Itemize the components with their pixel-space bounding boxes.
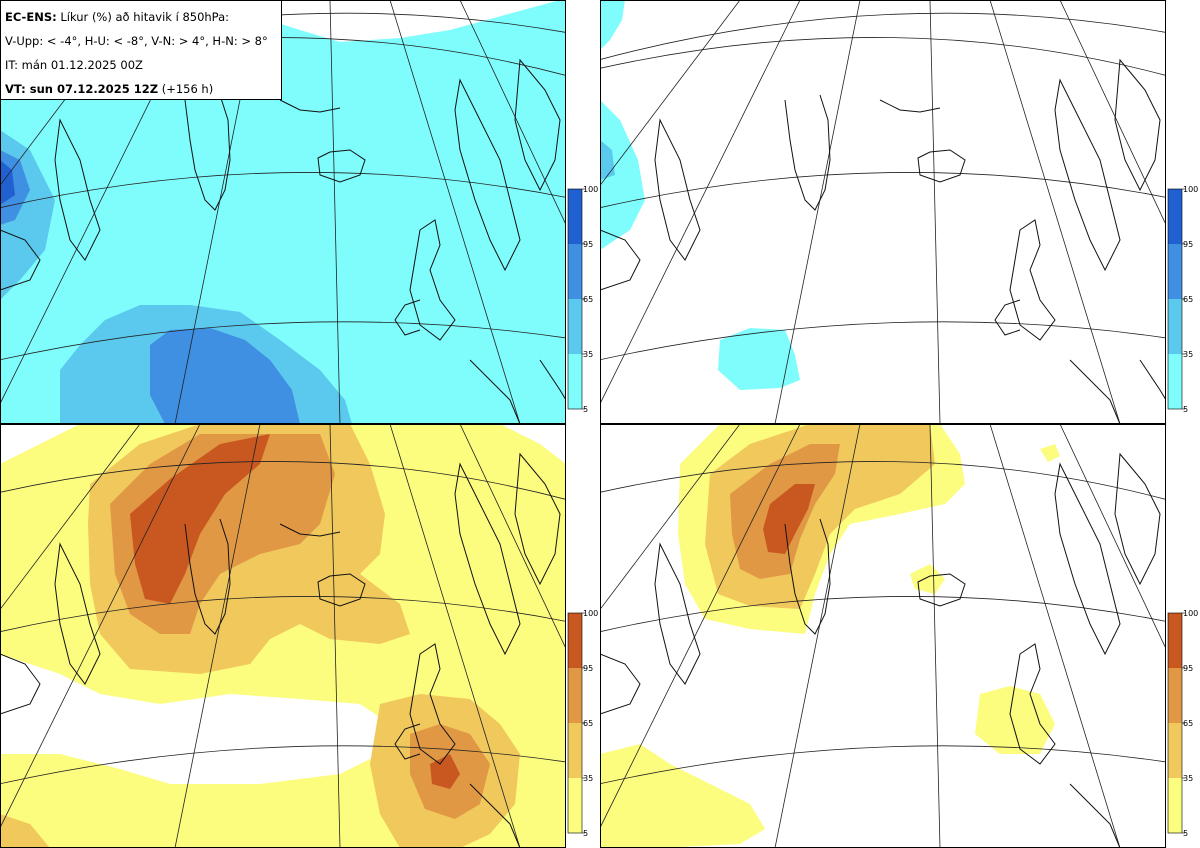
coastlines: [600, 58, 1166, 424]
graticule: [0, 424, 566, 848]
colorbar-segment: [568, 668, 582, 723]
coastlines: [0, 58, 566, 424]
colorbar-label: 35: [583, 350, 593, 359]
colorbar-label: 100: [583, 185, 598, 194]
colorbar-label: 65: [583, 719, 593, 728]
header-line-2: V-Upp: < -4°, H-U: < -8°, V-N: > 4°, H-N…: [5, 34, 268, 48]
colorbar-label: 5: [583, 829, 588, 838]
colorbar-warm-right: 100 95 65 35 5: [1166, 609, 1200, 840]
colorbar-label: 95: [583, 664, 593, 673]
colorbar-segment: [568, 613, 582, 668]
colorbar-segment: [1168, 723, 1182, 778]
colorbar-svg: 100 95 65 35 5: [567, 185, 598, 414]
map-warm-8: [600, 424, 1166, 848]
prob-area-65: [110, 434, 490, 819]
colorbar-label: 5: [583, 405, 588, 414]
colorbar-svg: 100 95 65 35 5: [1167, 185, 1198, 414]
panel-warm-anomaly-8: [600, 424, 1166, 848]
prob-area-5: [0, 0, 566, 424]
coastlines: [600, 452, 1161, 848]
header-valid-time: VT: sun 07.12.2025 12Z: [5, 82, 159, 96]
graticule: [600, 424, 1166, 848]
colorbar-segment: [568, 244, 582, 299]
graticule: [600, 0, 1166, 424]
colorbar-label: 100: [1183, 185, 1198, 194]
colorbar-svg: 100 95 65 35 5: [1167, 609, 1198, 838]
map-warm-4: [0, 424, 566, 848]
colorbar-label: 35: [1183, 350, 1193, 359]
panel-cold-anomaly-4: [0, 0, 566, 424]
colorbar-segment: [1168, 189, 1182, 244]
map-cold-8: [600, 0, 1166, 424]
header-line-4: VT: sun 07.12.2025 12Z (+156 h): [5, 77, 281, 101]
colorbar-segment: [568, 354, 582, 409]
colorbar-label: 5: [1183, 829, 1188, 838]
header-model: EC-ENS:: [5, 10, 57, 24]
colorbar-label: 5: [1183, 405, 1188, 414]
colorbar-segment: [1168, 299, 1182, 354]
colorbar-label: 35: [583, 774, 593, 783]
colorbar-segment: [568, 299, 582, 354]
colorbar-segment: [1168, 244, 1182, 299]
map-header: EC-ENS: Líkur (%) að hitavik í 850hPa: V…: [0, 0, 282, 100]
colorbar-segment: [1168, 778, 1182, 833]
header-line-3: IT: mán 01.12.2025 00Z: [5, 58, 143, 72]
panel-cold-anomaly-8: [600, 0, 1166, 424]
colorbar-cold-right: 100 95 65 35 5: [1166, 185, 1200, 416]
colorbar-segment: [568, 778, 582, 833]
colorbar-warm-left: 100 95 65 35 5: [566, 609, 600, 840]
header-line-1: EC-ENS: Líkur (%) að hitavik í 850hPa:: [5, 5, 281, 29]
colorbar-segment: [1168, 613, 1182, 668]
coastlines: [0, 452, 561, 848]
colorbar-label: 100: [583, 609, 598, 618]
prob-area-5-gap: [0, 654, 390, 784]
prob-area-95: [763, 484, 815, 554]
colorbar-segment: [1168, 668, 1182, 723]
colorbar-segment: [568, 723, 582, 778]
colorbar-label: 100: [1183, 609, 1198, 618]
colorbar-label: 65: [1183, 295, 1193, 304]
colorbar-cold-left: 100 95 65 35 5: [566, 185, 600, 416]
colorbar-label: 65: [1183, 719, 1193, 728]
header-description: Líkur (%) að hitavik í 850hPa:: [56, 10, 230, 24]
map-cold-4: [0, 0, 566, 424]
header-lead-time: (+156 h): [158, 82, 214, 96]
colorbar-label: 95: [1183, 240, 1193, 249]
panel-warm-anomaly-4: [0, 424, 566, 848]
prob-area-5: [600, 0, 800, 390]
colorbar-label: 35: [1183, 774, 1193, 783]
prob-area-65: [0, 150, 300, 424]
colorbar-segment: [568, 189, 582, 244]
colorbar-svg: 100 95 65 35 5: [567, 609, 598, 838]
colorbar-label: 95: [1183, 664, 1193, 673]
prob-area-35: [0, 130, 352, 424]
colorbar-label: 95: [583, 240, 593, 249]
colorbar-label: 65: [583, 295, 593, 304]
colorbar-segment: [1168, 354, 1182, 409]
